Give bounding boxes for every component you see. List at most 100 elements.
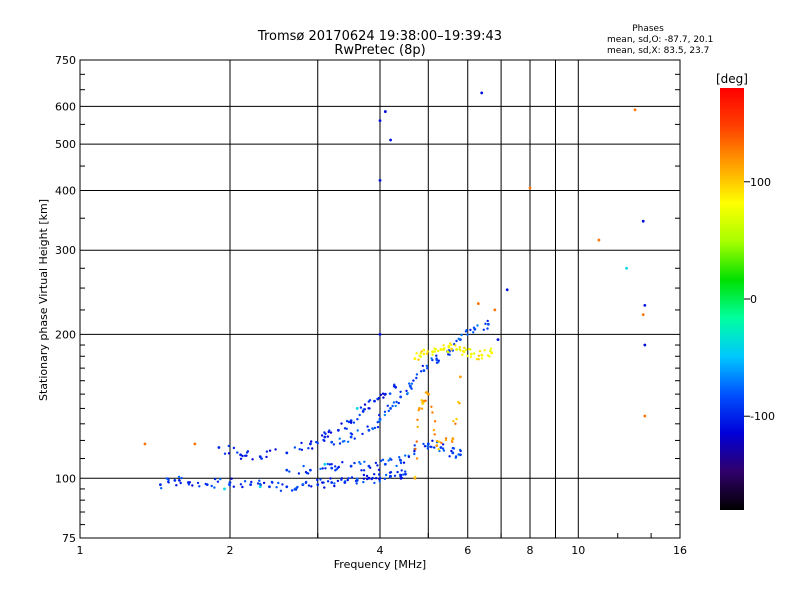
data-point-echo [251,458,254,461]
data-point [355,407,359,410]
data-point-echo [349,421,353,424]
data-point [643,343,647,347]
data-point [469,352,473,356]
data-point-echo [265,455,268,459]
data-point-echo [265,450,269,453]
data-point-echo [329,477,332,480]
data-point-echo [236,451,239,454]
data-point-echo [489,349,492,353]
data-point [336,428,340,432]
data-point-echo [466,333,469,336]
data-point-echo [341,461,344,464]
data-point-echo [227,452,231,455]
data-point-echo [433,433,436,436]
data-point-echo [447,344,450,348]
data-point-echo [277,481,280,485]
data-point-echo [430,357,433,360]
data-point [480,353,484,357]
data-point-echo [482,328,485,331]
y-tick-label: 200 [55,328,76,341]
data-point-echo [376,421,379,424]
x-tick-label: 8 [527,544,534,557]
chart-title: Tromsø 20170624 19:38:00–19:39:43 [257,29,502,44]
data-point [173,478,177,482]
data-point-echo [414,475,417,479]
data-point [528,186,532,190]
y-tick-label: 400 [55,184,76,197]
data-point-echo [191,484,194,487]
data-point-echo [307,484,311,487]
data-point-echo [417,409,420,412]
data-point [378,119,382,123]
data-point-echo [383,477,387,481]
data-points [143,91,647,492]
data-point [343,481,347,484]
data-point-echo [400,469,403,472]
data-point-echo [450,449,453,453]
data-point-echo [378,419,382,422]
data-point-echo [469,355,473,358]
data-point-echo [381,392,385,395]
data-point [486,322,490,326]
data-point-echo [417,358,420,361]
data-point-echo [362,477,366,480]
data-point-echo [383,393,387,396]
data-point-echo [407,455,411,459]
data-point-echo [297,472,301,475]
data-point-echo [262,481,266,485]
data-point-echo [258,482,262,486]
data-point-echo [347,420,351,424]
data-point-echo [442,344,445,347]
data-point-echo [424,399,427,402]
data-point-echo [413,444,416,447]
colorbar-label: [deg] [716,72,748,86]
data-point-echo [250,480,253,484]
data-point-echo [410,387,413,390]
data-point-echo [223,452,227,455]
data-point-echo [353,461,356,465]
data-point-echo [345,419,349,423]
phases-x-stats: mean, sd,X: 83.5, 23.7 [607,46,709,56]
x-axis-label: Frequency [MHz] [334,558,426,571]
data-point-echo [402,473,405,476]
data-point-echo [441,447,445,450]
data-point-echo [472,326,476,329]
data-point-echo [376,397,379,401]
data-point-echo [387,459,390,462]
data-point-echo [472,331,475,334]
data-point [490,351,494,355]
data-point-echo [321,467,324,470]
data-point-echo [196,481,200,485]
data-point-echo [477,354,481,357]
data-point [258,485,262,489]
data-point-echo [376,425,380,429]
data-point-echo [362,469,366,472]
data-point-echo [279,489,283,492]
data-point [383,462,387,466]
data-point-echo [363,460,366,463]
chart-subtitle: RwPretec (8p) [334,43,425,58]
data-point-echo [260,457,263,460]
data-point-echo [187,483,191,486]
x-tick-label: 16 [673,544,687,557]
data-point-echo [388,392,392,395]
data-point-echo [380,459,383,462]
data-point-echo [459,449,462,453]
data-point-echo [367,400,370,403]
data-point-echo [232,485,235,488]
data-point-echo [310,440,313,443]
data-point-echo [396,470,399,474]
data-point-echo [326,462,329,466]
data-point-echo [333,484,336,488]
data-point [228,481,232,484]
data-point-echo [368,407,371,410]
data-point-echo [216,480,220,483]
data-point-echo [484,322,487,325]
phases-title: Phases [632,24,664,34]
data-point-echo [316,478,319,482]
data-point-echo [437,349,440,353]
data-point-echo [440,441,443,444]
data-point-echo [358,413,361,417]
data-point [451,451,455,455]
data-point-echo [454,456,457,459]
